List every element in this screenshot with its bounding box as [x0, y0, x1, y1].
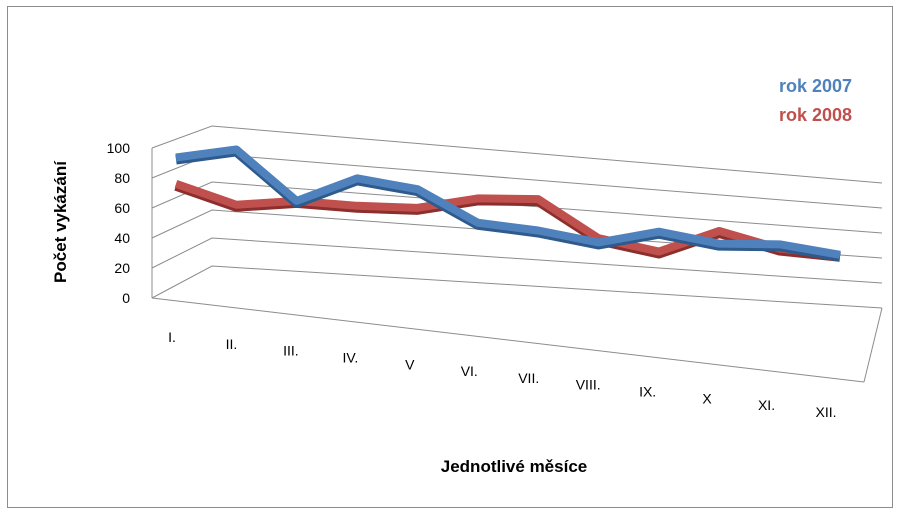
x-tick-label: XI.: [758, 397, 775, 413]
y-tick-label: 40: [114, 230, 130, 246]
x-tick-labels: I. II. III. IV. V VI. VII. VIII. IX. X XI. XII.: [168, 329, 836, 420]
x-tick-label: VII.: [518, 370, 539, 386]
y-tick-label: 100: [107, 140, 131, 156]
y-tick-label: 80: [114, 170, 130, 186]
x-tick-label: VI.: [461, 363, 478, 379]
legend-entry-2007: rok 2007: [779, 76, 852, 96]
floor-front-edge: [151, 297, 865, 383]
series-2008: [174, 180, 841, 262]
floor-right-edge: [863, 307, 883, 383]
x-tick-label: III.: [283, 343, 299, 359]
y-tick-label: 20: [114, 260, 130, 276]
y-tick-label: 60: [114, 200, 130, 216]
gridline: [151, 209, 883, 259]
x-tick-label: X: [702, 390, 712, 406]
y-tick-labels: 0 20 40 60 80 100: [107, 140, 131, 306]
y-axis-title: Počet vykázání: [51, 160, 70, 283]
gridline: [151, 181, 883, 234]
series-line: [175, 145, 841, 259]
gridline: [151, 265, 883, 309]
chart-frame: [7, 6, 893, 508]
series-line: [174, 180, 841, 259]
legend-entry-2008: rok 2008: [779, 105, 852, 125]
x-tick-label: I.: [168, 329, 176, 345]
x-tick-label: V: [405, 356, 415, 372]
x-tick-label: VIII.: [576, 377, 601, 393]
gridline: [151, 125, 883, 184]
x-tick-label: II.: [226, 336, 238, 352]
x-tick-label: IV.: [342, 349, 358, 365]
gridlines: [151, 125, 883, 383]
series-layer: [174, 145, 841, 262]
series-2007: [175, 145, 841, 262]
x-axis-title: Jednotlivé měsíce: [441, 457, 587, 476]
x-tick-label: XII.: [815, 404, 836, 420]
x-tick-label: IX.: [639, 384, 656, 400]
gridline: [151, 237, 883, 284]
y-tick-label: 0: [122, 290, 130, 306]
